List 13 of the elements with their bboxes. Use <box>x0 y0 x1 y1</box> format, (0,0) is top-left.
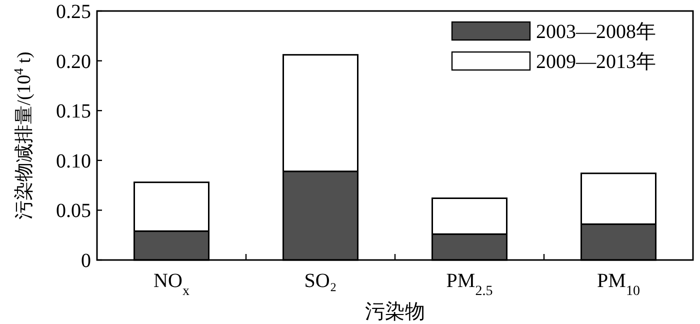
legend-label: 2009—2013年 <box>536 51 656 73</box>
y-tick-label: 0 <box>81 250 91 272</box>
x-axis-title: 污染物 <box>365 301 425 323</box>
legend-label: 2003—2008年 <box>536 21 656 43</box>
y-tick-label: 0.10 <box>56 150 91 172</box>
y-tick-label: 0.05 <box>56 200 91 222</box>
y-tick-label: 0.15 <box>56 100 91 123</box>
y-tick-label: 0.25 <box>56 1 91 23</box>
x-tick-label: PM$_{10}$ <box>597 270 640 298</box>
x-tick-label: SO₂ <box>304 270 337 292</box>
x-tick-label: PM$_{2.5}$ <box>446 270 493 298</box>
x-tick-label: NO$_{x}$ <box>154 270 190 298</box>
y-tick-label: 0.20 <box>56 50 91 73</box>
